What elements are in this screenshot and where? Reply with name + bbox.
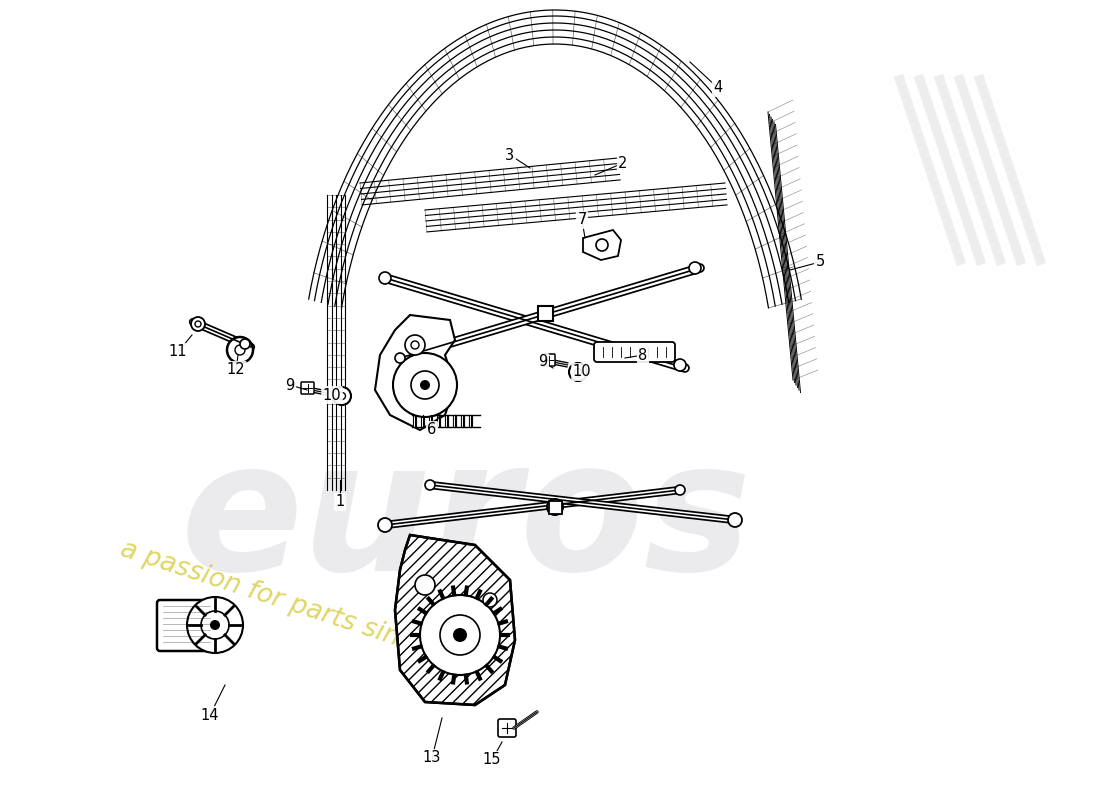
Text: 2: 2 [618,155,628,170]
Polygon shape [395,535,515,705]
Circle shape [395,353,405,363]
Text: 12: 12 [227,362,245,378]
Circle shape [333,387,351,405]
Circle shape [425,480,435,490]
Text: 11: 11 [168,345,187,359]
Text: 10: 10 [573,365,592,379]
Text: 9: 9 [285,378,295,393]
FancyBboxPatch shape [498,719,516,737]
Circle shape [689,262,701,274]
Circle shape [227,337,253,363]
Text: 8: 8 [638,347,648,362]
FancyBboxPatch shape [594,342,675,362]
FancyBboxPatch shape [157,600,218,651]
Circle shape [393,353,456,417]
Circle shape [675,485,685,495]
Circle shape [191,317,205,331]
Circle shape [596,239,608,251]
Circle shape [569,363,587,381]
Text: 10: 10 [322,387,341,402]
Circle shape [728,513,743,527]
Circle shape [547,499,563,515]
FancyBboxPatch shape [542,354,556,366]
Circle shape [187,597,243,653]
Polygon shape [375,315,455,430]
Circle shape [415,575,434,595]
Text: 1: 1 [336,494,344,510]
Text: 15: 15 [483,753,502,767]
Circle shape [453,628,468,642]
Text: 9: 9 [538,354,548,370]
Bar [538,306,553,321]
Polygon shape [583,230,621,260]
Text: a passion for parts since 1985: a passion for parts since 1985 [117,536,504,684]
Circle shape [440,615,480,655]
FancyBboxPatch shape [301,382,314,394]
Text: 14: 14 [200,707,219,722]
Text: 3: 3 [505,147,515,162]
Circle shape [420,595,500,675]
Text: 7: 7 [578,213,586,227]
Circle shape [201,611,229,639]
Circle shape [240,339,250,349]
Circle shape [483,593,497,607]
Circle shape [210,620,220,630]
Circle shape [674,359,686,371]
Circle shape [378,518,392,532]
Text: euros: euros [180,432,751,608]
Circle shape [379,272,390,284]
Circle shape [411,371,439,399]
Text: 13: 13 [422,750,441,766]
Bar [549,501,562,514]
Circle shape [420,380,430,390]
Text: 5: 5 [815,254,825,270]
Circle shape [405,335,425,355]
Text: 4: 4 [714,81,723,95]
Text: 6: 6 [428,422,437,438]
